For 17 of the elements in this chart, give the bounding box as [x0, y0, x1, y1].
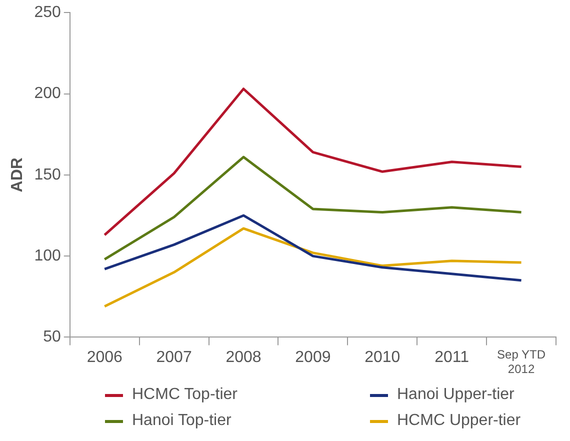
legend-label: Hanoi Top-tier — [132, 412, 232, 430]
legend-label: HCMC Upper-tier — [397, 412, 521, 430]
x-tick-label: 2010 — [364, 349, 400, 366]
x-tick-label: 2007 — [156, 349, 192, 366]
y-axis-title: ADR — [9, 157, 26, 192]
y-tick-label: 150 — [34, 166, 61, 184]
y-tick-label: 250 — [34, 4, 61, 22]
x-tick-label: 2008 — [226, 349, 262, 366]
legend-label: Hanoi Upper-tier — [397, 386, 514, 404]
x-tick-label: 2006 — [86, 349, 123, 366]
y-tick-label: 200 — [34, 85, 61, 102]
x-tick-label: 2009 — [295, 349, 331, 366]
y-tick-label: 100 — [34, 247, 61, 264]
x-tick-label: 2011 — [434, 349, 470, 366]
legend-label: HCMC Top-tier — [132, 386, 238, 404]
y-tick-label: 50 — [43, 328, 61, 346]
x-tick-label: Sep YTD 2012 — [497, 348, 546, 376]
